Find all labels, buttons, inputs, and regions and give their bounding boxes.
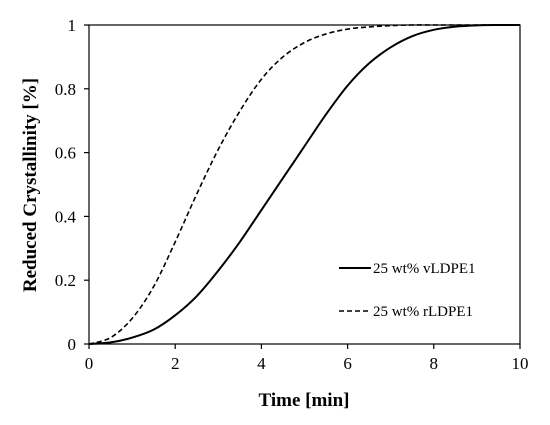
y-tick-label: 0.6 xyxy=(55,144,76,163)
legend-label-rldpe1: 25 wt% rLDPE1 xyxy=(373,304,473,320)
plot-area xyxy=(88,23,521,345)
legend: 25 wt% vLDPE1 25 wt% rLDPE1 xyxy=(339,261,476,320)
tick-labels: 0 2 4 6 8 10 0 0.2 0.4 0.6 0.8 1 xyxy=(55,16,529,373)
legend-label-vldpe1: 25 wt% vLDPE1 xyxy=(373,261,476,277)
x-tick-label: 0 xyxy=(85,354,94,373)
y-tick-label: 0.2 xyxy=(55,271,76,290)
y-tick-label: 0.8 xyxy=(55,80,76,99)
plot-frame xyxy=(88,24,521,345)
axes xyxy=(84,24,521,349)
y-tick-label: 0 xyxy=(68,335,77,354)
x-tick-label: 8 xyxy=(430,354,439,373)
y-tick-label: 0.4 xyxy=(55,207,77,226)
x-tick-label: 4 xyxy=(257,354,266,373)
x-tick-label: 6 xyxy=(343,354,352,373)
x-axis-title: Time [min] xyxy=(259,390,350,411)
series-line-vldpe1 xyxy=(88,23,521,345)
y-axis-title: Reduced Crystallinity [%] xyxy=(20,78,41,292)
y-tick-label: 1 xyxy=(68,16,77,35)
series-line-rldpe1 xyxy=(88,24,520,345)
x-tick-label: 2 xyxy=(171,354,180,373)
x-tick-label: 10 xyxy=(512,354,529,373)
